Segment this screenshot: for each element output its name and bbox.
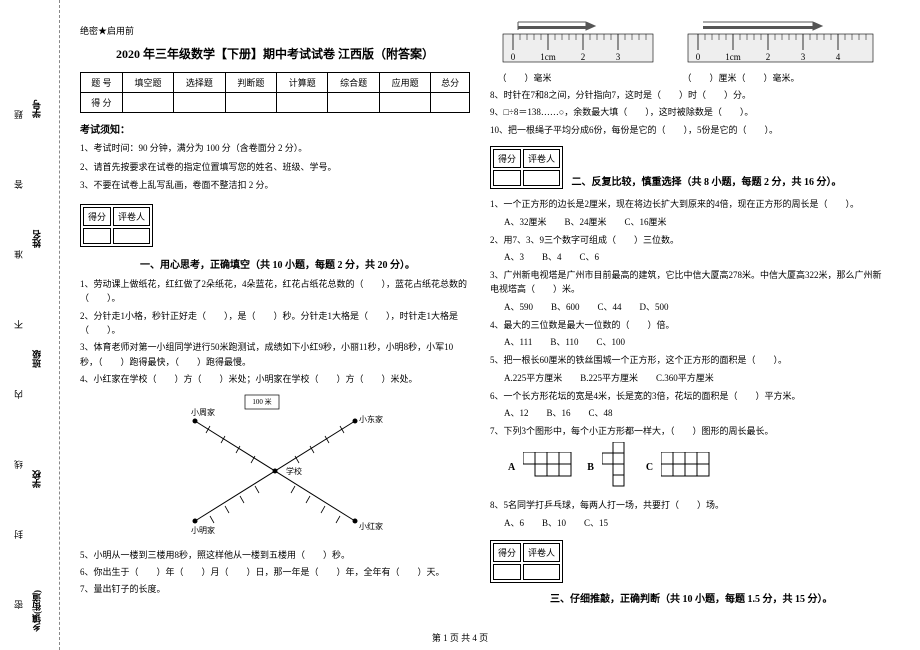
q1-10: 10、把一根绳子平均分成6份，每份是它的（ ），5份是它的（ ）。: [490, 123, 890, 137]
distance-label: 100 米: [252, 397, 271, 406]
seal-char: 答: [12, 180, 25, 189]
svg-text:2: 2: [765, 52, 770, 62]
seal-char: 内: [12, 390, 25, 399]
section-2-title: 二、反复比较，慎重选择（共 8 小题，每题 2 分，共 16 分）。: [572, 173, 842, 188]
seal-char: 题: [12, 110, 25, 119]
score-header: 题 号: [81, 73, 123, 93]
grade-box-2: 得分评卷人: [490, 146, 563, 189]
shape-b-label: B: [587, 462, 594, 473]
seal-char: 线: [12, 460, 25, 469]
svg-text:0: 0: [510, 52, 515, 62]
q2-4: 4、最大的三位数是最大一位数的（ ）倍。: [490, 318, 890, 332]
q2-1-opts: A、32厘米B、24厘米C、16厘米: [504, 215, 890, 228]
gradebox-grader: 评卷人: [113, 207, 150, 226]
svg-text:1cm: 1cm: [540, 52, 556, 62]
ruler-left: 0 1cm 2 3 （ ）毫米: [498, 20, 668, 84]
shape-a-label: A: [508, 462, 515, 473]
seal-char: 密: [12, 600, 25, 609]
shape-c: [661, 452, 721, 482]
ruler-row: 0 1cm 2 3 （ ）毫米: [490, 20, 890, 84]
page-footer: 第 1 页 共 4 页: [0, 631, 920, 644]
grade-box: 得分 评卷人: [80, 204, 153, 247]
svg-text:3: 3: [615, 52, 620, 62]
shape-b: [602, 442, 642, 492]
shape-c-label: C: [646, 462, 653, 473]
q2-3-opts: A、590B、600C、44D、500: [504, 300, 890, 313]
section-3-title: 三、仔细推敲，正确判断（共 10 小题，每题 1.5 分，共 15 分）。: [550, 590, 890, 605]
q1-1: 1、劳动课上做纸花，红红做了2朵纸花，4朵蓝花，红花占纸花总数的（ ），蓝花占纸…: [80, 277, 470, 306]
score-header: 应用题: [379, 73, 430, 93]
q1-3: 3、体育老师对第一小组同学进行50米跑测试，成绩如下小红9秒，小丽11秒，小明8…: [80, 340, 470, 369]
score-header: 总分: [431, 73, 470, 93]
q2-8-opts: A、6B、10C、15: [504, 516, 890, 529]
seal-char: 不: [12, 320, 25, 329]
notice-2: 2、请首先按要求在试卷的指定位置填写您的姓名、班级、学号。: [80, 161, 470, 174]
compass-diagram: 100 米 学校 小周家: [80, 391, 470, 544]
q2-2-opts: A、3B、4C、6: [504, 250, 890, 263]
bind-field-2: 学校: [30, 470, 43, 488]
ruler-left-label: （ ）毫米: [498, 71, 668, 84]
q2-7: 7、下列3个图形中，每个小正方形都一样大，（ ）图形的周长最长。: [490, 424, 890, 438]
score-value-row: 得 分: [81, 93, 470, 113]
q1-5: 5、小明从一楼到三楼用8秒，照这样他从一楼到五楼用（ ）秒。: [80, 548, 470, 562]
score-header-row: 题 号 填空题 选择题 判断题 计算题 综合题 应用题 总分: [81, 73, 470, 93]
ruler-right-label: （ ）厘米（ ）毫米。: [683, 71, 883, 84]
notice-title: 考试须知：: [80, 121, 470, 136]
svg-text:0: 0: [695, 52, 700, 62]
seal-char: 准: [12, 250, 25, 259]
shapes-row: A B C: [504, 442, 890, 492]
q2-4-opts: A、111B、110C、100: [504, 335, 890, 348]
secret-label: 绝密★启用前: [80, 24, 470, 37]
binding-margin: 乡镇(街道) 学校 班级 姓名 学号 密 封 线 内 不 准 答 题: [10, 0, 60, 650]
shape-a: [523, 452, 583, 482]
right-column: 0 1cm 2 3 （ ）毫米: [480, 20, 900, 620]
q1-7: 7、量出钉子的长度。: [80, 582, 470, 596]
bind-field-5: 学号: [30, 100, 43, 118]
notice-1: 1、考试时间：90 分钟，满分为 100 分（含卷面分 2 分）。: [80, 142, 470, 155]
score-table: 题 号 填空题 选择题 判断题 计算题 综合题 应用题 总分 得 分: [80, 72, 470, 113]
score-header: 计算题: [277, 73, 328, 93]
svg-text:小东家: 小东家: [359, 414, 383, 424]
score-row-label: 得 分: [81, 93, 123, 113]
score-header: 判断题: [225, 73, 276, 93]
q2-1: 1、一个正方形的边长是2厘米，现在将边长扩大到原来的4倍，现在正方形的周长是（ …: [490, 197, 890, 211]
svg-text:2: 2: [580, 52, 585, 62]
svg-text:学校: 学校: [286, 466, 302, 476]
score-header: 综合题: [328, 73, 379, 93]
notice-3: 3、不要在试卷上乱写乱画，卷面不整洁扣 2 分。: [80, 179, 470, 192]
q2-5-opts: A.225平方厘米B.225平方厘米C.360平方厘米: [504, 371, 890, 384]
q2-6-opts: A、12B、16C、48: [504, 406, 890, 419]
q1-8: 8、时针在7和8之间，分针指向7，这时是（ ）时（ ）分。: [490, 88, 890, 102]
q2-3: 3、广州新电视塔是广州市目前最高的建筑，它比中信大厦高278米。中信大厦高322…: [490, 268, 890, 297]
q1-6: 6、你出生于（ ）年（ ）月（ ）日，那一年是（ ）年，全年有（ ）天。: [80, 565, 470, 579]
svg-text:4: 4: [835, 52, 840, 62]
q1-2: 2、分针走1小格，秒针正好走（ ），是（ ）秒。分针走1大格是（ ），时针走1大…: [80, 309, 470, 338]
gradebox-score: 得分: [83, 207, 111, 226]
q1-9: 9、□÷8＝138……○，余数最大填（ ），这时被除数是（ ）。: [490, 105, 890, 119]
svg-text:小明家: 小明家: [191, 525, 215, 535]
q2-6: 6、一个长方形花坛的宽是4米，长是宽的3倍，花坛的面积是（ ）平方米。: [490, 389, 890, 403]
exam-title: 2020 年三年级数学【下册】期中考试试卷 江西版（附答案）: [80, 45, 470, 62]
score-header: 填空题: [122, 73, 173, 93]
score-header: 选择题: [174, 73, 225, 93]
svg-text:1cm: 1cm: [725, 52, 741, 62]
q2-2: 2、用7、3、9三个数字可组成（ ）三位数。: [490, 233, 890, 247]
svg-text:小周家: 小周家: [191, 407, 215, 417]
ruler-right: 0 1cm 2 3 4 （ ）厘米（ ）毫米。: [683, 20, 883, 84]
bind-field-3: 班级: [30, 350, 43, 368]
seal-char: 封: [12, 530, 25, 539]
q1-4: 4、小红家在学校（ ）方（ ）米处；小明家在学校（ ）方（ ）米处。: [80, 372, 470, 386]
section-1-title: 一、用心思考，正确填空（共 10 小题，每题 2 分，共 20 分）。: [140, 256, 470, 271]
svg-text:小红家: 小红家: [359, 521, 383, 531]
bind-field-4: 姓名: [30, 230, 43, 248]
grade-box-3: 得分评卷人: [490, 540, 563, 583]
svg-text:3: 3: [800, 52, 805, 62]
q2-5: 5、把一根长60厘米的铁丝围城一个正方形，这个正方形的面积是（ ）。: [490, 353, 890, 367]
bind-field-1: 乡镇(街道): [30, 590, 43, 632]
q2-8: 8、5名同学打乒乓球，每两人打一场，共要打（ ）场。: [490, 498, 890, 512]
left-column: 绝密★启用前 2020 年三年级数学【下册】期中考试试卷 江西版（附答案） 题 …: [70, 20, 480, 620]
page-content: 绝密★启用前 2020 年三年级数学【下册】期中考试试卷 江西版（附答案） 题 …: [70, 20, 900, 620]
